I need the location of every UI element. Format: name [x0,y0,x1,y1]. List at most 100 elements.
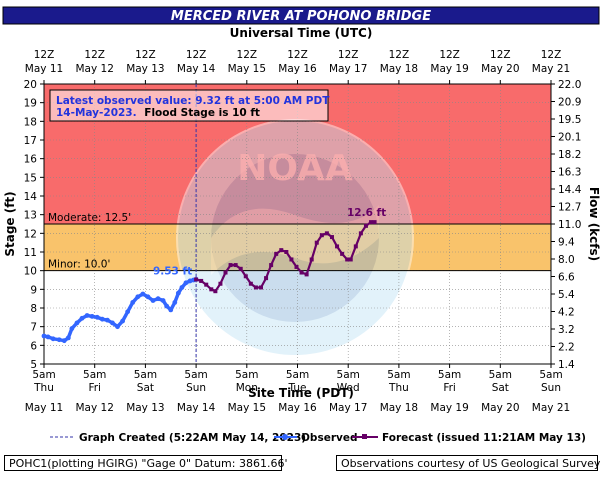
legend-observed-marker [282,434,288,440]
y-axis-label: Stage (ft) [3,191,17,256]
top-tick-hour: 12Z [84,49,105,61]
legend-created: Graph Created (5:22AM May 14, 2023) [79,432,306,444]
observed-point [110,321,115,326]
forecast-point [254,285,258,289]
x-tick-day: Sat [137,382,154,394]
legend-observed: Observed [301,432,357,444]
observed-peak-label: 9.53 ft [153,265,192,277]
observed-point [180,285,185,290]
forecast-point [194,277,198,281]
forecast-point [249,282,253,286]
y-tick-label: 8 [30,303,37,315]
top-tick-date: May 19 [430,63,468,75]
y-tick-label: 10 [24,266,37,278]
forecast-point [345,257,349,261]
x-tick-time: 5am [539,369,562,381]
forecast-point [354,244,358,248]
x-tick-time: 5am [286,369,309,381]
forecast-point [284,250,288,254]
forecast-peak-label: 12.6 ft [347,207,386,219]
forecast-point [199,279,203,283]
top-tick-hour: 12Z [237,49,258,61]
x-tick-time: 5am [83,369,106,381]
x-tick-time: 5am [489,369,512,381]
observed-point [176,291,181,296]
observed-point [140,292,145,297]
x-tick-day: Sat [492,382,509,394]
right-tick-label: 14.4 [558,184,582,196]
observed-point [100,317,105,322]
top-tick-date: May 15 [228,63,266,75]
top-tick-hour: 12Z [287,49,308,61]
right-tick-label: 3.2 [558,324,575,336]
y-tick-label: 14 [24,191,38,203]
top-tick-date: May 18 [380,63,418,75]
forecast-point [294,265,298,269]
top-tick-hour: 12Z [338,49,359,61]
forecast-point [274,252,278,256]
x-tick-day: Sun [541,382,561,394]
legend-forecast-marker [362,434,367,439]
forecast-point [310,257,314,261]
observed-point [51,336,56,341]
forecast-point [204,283,208,287]
x-tick-day: Fri [88,382,101,394]
observed-point [146,294,151,299]
observed-point [135,294,140,299]
forecast-point [229,263,233,267]
y-tick-label: 17 [24,135,37,147]
right-tick-label: 20.9 [558,97,581,109]
top-tick-hour: 12Z [34,49,55,61]
observed-point [62,338,67,343]
svg-text:14-May-2023. Flood Stage: 14-May-2023. Flood Stage is 10 ft [56,107,260,119]
x-tick-date: May 11 [25,402,63,414]
right-tick-label: 4.2 [558,307,575,319]
forecast-point [349,257,353,261]
observed-point [120,319,125,324]
top-tick-hour: 12Z [490,49,511,61]
right-tick-label: 5.4 [558,289,575,301]
observed-point [42,334,47,339]
y-tick-label: 20 [24,79,37,91]
latest-observed-date: 14-May-2023. [56,107,137,119]
x-tick-time: 5am [134,369,157,381]
right-axis-label: Flow (kcfs) [587,187,601,261]
legend-forecast: Forecast (issued 11:21AM May 13) [382,432,586,444]
right-tick-label: 18.2 [558,149,581,161]
x-tick-day: Fri [443,382,456,394]
forecast-point [300,271,304,275]
x-tick-date: May 13 [126,402,164,414]
forecast-point [325,231,329,235]
forecast-point [224,271,228,275]
x-tick-date: May 15 [228,402,266,414]
observed-point [164,304,169,309]
observed-point [172,300,177,305]
forecast-point [335,244,339,248]
right-tick-label: 9.4 [558,237,575,249]
x-tick-date: May 14 [177,402,216,414]
y-tick-label: 16 [24,154,38,166]
top-tick-date: May 12 [75,63,113,75]
x-tick-time: 5am [235,369,258,381]
credits-footer: Observations courtesy of US Geological S… [336,455,598,471]
forecast-point [305,272,309,276]
forecast-point [234,263,238,267]
top-tick-date: May 21 [532,63,570,75]
forecast-point [320,233,324,237]
top-tick-hour: 12Z [389,49,410,61]
top-tick-date: May 17 [329,63,367,75]
forecast-point [269,263,273,267]
top-tick-date: May 13 [126,63,164,75]
x-tick-date: May 12 [75,402,113,414]
x-tick-time: 5am [184,369,207,381]
y-tick-label: 9 [30,284,37,296]
top-tick-hour: 12Z [135,49,156,61]
x-tick-date: May 20 [481,402,519,414]
latest-observed-line1: Latest observed value: 9.32 ft at 5:00 A… [56,95,330,107]
right-tick-label: 11.0 [558,219,581,231]
y-tick-label: 13 [24,210,37,222]
chart-title: MERCED RIVER AT POHONO BRIDGE [171,9,431,24]
y-tick-label: 11 [24,247,37,259]
observed-point [151,298,156,303]
observed-point [75,321,80,326]
